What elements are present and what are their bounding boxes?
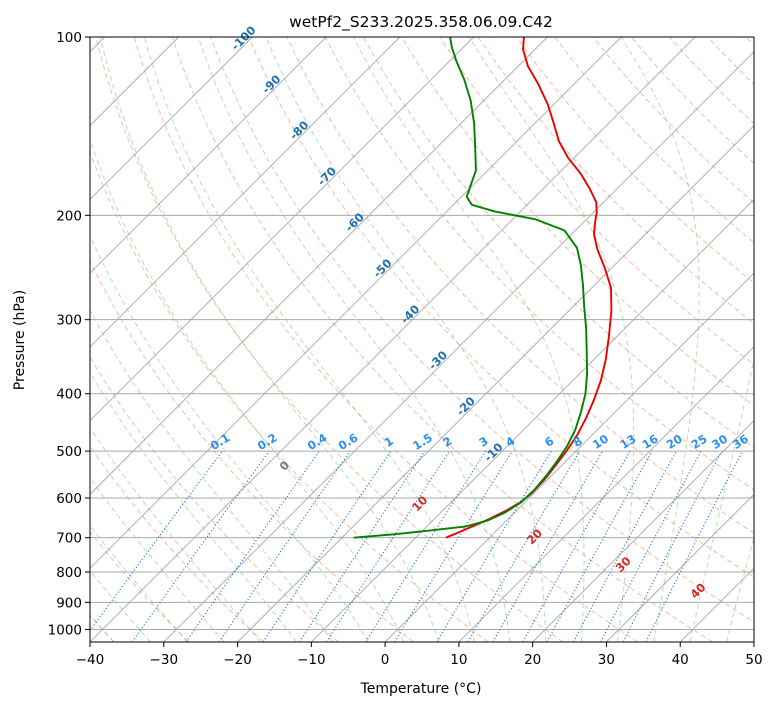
mixing-ratio-line (262, 450, 392, 642)
isotherm-line (90, 37, 253, 200)
mixing-ratio-line (522, 450, 631, 642)
mixing-ratio-line (394, 450, 513, 642)
isotherm-line (90, 37, 548, 496)
mixing-ratio-line (546, 450, 653, 642)
moist-adiabat (620, 37, 700, 642)
x-tick-label: −30 (150, 652, 179, 668)
x-tick-label: 0 (381, 652, 390, 668)
dewpoint-profile-line (353, 37, 589, 539)
moist-adiabat (265, 37, 547, 642)
x-tick-label: 30 (598, 652, 615, 668)
isotherm-line (90, 37, 622, 569)
isotherm-line (311, 198, 754, 642)
isotherm-line (90, 37, 696, 642)
moist-adiabat (353, 37, 585, 642)
y-tick-label: 500 (56, 444, 82, 460)
dry-adiabat (516, 37, 754, 284)
moist-adiabat (90, 371, 297, 642)
isotherm-line (90, 37, 474, 422)
mixing-ratio-line (131, 450, 270, 642)
isotherm-line (532, 420, 754, 642)
y-tick-label: 100 (56, 30, 82, 46)
x-tick-label: 20 (524, 652, 541, 668)
dry-adiabat (90, 356, 339, 642)
moist-adiabat (90, 308, 333, 642)
y-tick-label: 400 (56, 387, 82, 403)
mixing-ratio-line (299, 450, 426, 642)
moist-adiabat (90, 234, 369, 642)
isotherm-line (237, 124, 754, 642)
dry-adiabat (95, 37, 564, 642)
y-axis-label: Pressure (hPa) (12, 290, 28, 390)
moist-adiabat (90, 137, 405, 642)
plot-frame (89, 36, 755, 643)
y-tick-label: 600 (56, 491, 82, 507)
background-lines (90, 37, 754, 642)
x-tick-label: 10 (450, 652, 467, 668)
dry-adiabat (90, 150, 489, 642)
x-tick-label: 40 (672, 652, 689, 668)
isotherm-line (606, 493, 754, 642)
moist-adiabat (726, 535, 754, 642)
moist-adiabat (90, 569, 151, 642)
chart-title: wetPf2_S233.2025.358.06.09.C42 (289, 13, 553, 32)
moist-adiabat (90, 426, 261, 642)
y-tick-label: 200 (56, 208, 82, 224)
mixing-ratio-line (365, 450, 487, 642)
y-tick-label: 800 (56, 565, 82, 581)
mixing-ratio-line (573, 450, 677, 642)
dry-adiabat (477, 37, 754, 324)
mixing-ratio-line (325, 450, 450, 642)
axis-ticks: −40 −30 −20 −10 0 10 20 30 40 50 1000 900 800 700 600 5… (48, 30, 763, 668)
x-tick-label: −40 (76, 652, 105, 668)
y-tick-label: 700 (56, 531, 82, 547)
y-tick-label: 300 (56, 313, 82, 329)
moist-adiabat (143, 37, 475, 642)
x-axis-label: Temperature (°C) (360, 681, 482, 697)
moist-adiabat (90, 477, 225, 642)
y-tick-label: 1000 (48, 622, 82, 638)
isotherm-line (163, 51, 754, 642)
x-tick-label: −20 (223, 652, 252, 668)
mixing-ratio-line (467, 450, 581, 642)
x-tick-label: −10 (297, 652, 326, 668)
x-tick-label: 50 (745, 652, 762, 668)
dry-adiabat (363, 37, 754, 449)
mixing-ratio-line (218, 450, 351, 642)
dry-adiabat (133, 37, 639, 642)
sounding-profiles (353, 37, 613, 539)
isotherm-line (90, 37, 401, 348)
isotherm-line (458, 346, 754, 642)
dry-adiabat (210, 37, 754, 623)
moist-adiabat (197, 37, 511, 642)
isotherm-line (384, 272, 754, 642)
moist-adiabat (689, 356, 754, 642)
dry-adiabat (439, 37, 754, 365)
isotherm-line (90, 37, 327, 274)
dry-adiabat (90, 445, 265, 642)
mixing-ratio-line (436, 450, 552, 642)
y-tick-label: 900 (56, 595, 82, 611)
dry-adiabat (248, 37, 754, 578)
moist-adiabat (90, 524, 188, 642)
moist-adiabat (99, 37, 440, 642)
